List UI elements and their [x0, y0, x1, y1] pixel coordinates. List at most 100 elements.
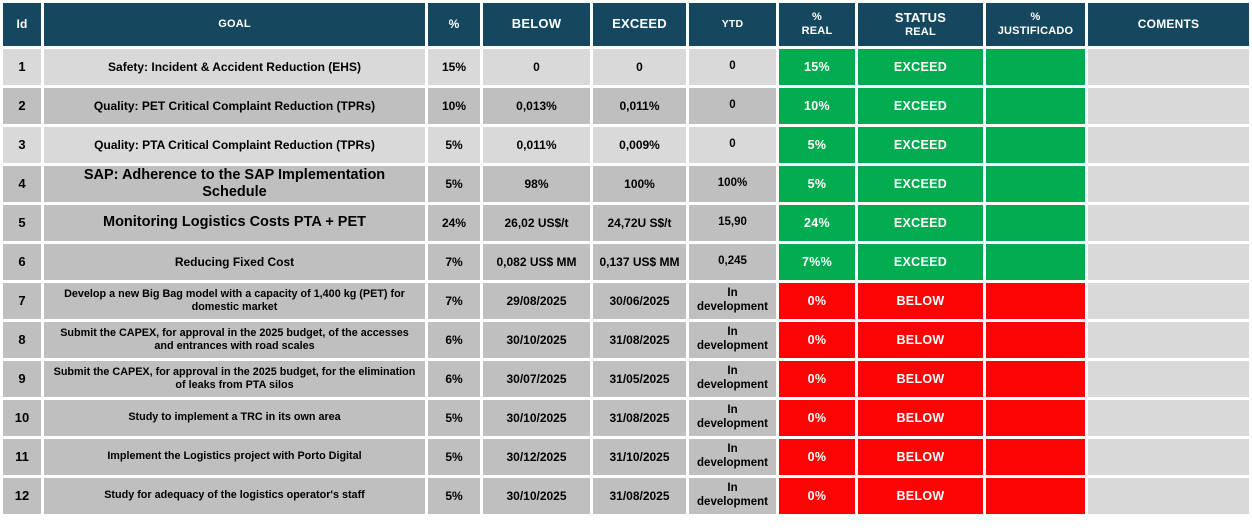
table-row: 3 Quality: PTA Critical Complaint Reducti…: [3, 127, 1249, 163]
header-label: %: [1030, 10, 1041, 23]
cell-id: 3: [3, 127, 41, 163]
cell-ytd: In development: [689, 322, 776, 358]
cell-comments: [1088, 244, 1249, 280]
header-pct_real: % REAL: [779, 3, 855, 46]
cell-exceed: 31/08/2025: [593, 400, 686, 436]
cell-comments: [1088, 439, 1249, 475]
header-label: BELOW: [511, 16, 562, 32]
cell-below: 0,013%: [483, 88, 590, 124]
cell-id: 5: [3, 205, 41, 241]
header-pct: %: [428, 3, 480, 46]
cell-ytd: 0: [689, 49, 776, 85]
cell-comments: [1088, 127, 1249, 163]
cell-pct_justificado: [986, 283, 1085, 319]
cell-pct_justificado: [986, 361, 1085, 397]
cell-status_real: EXCEED: [858, 88, 983, 124]
cell-pct_real: 7%%: [779, 244, 855, 280]
cell-below: 30/07/2025: [483, 361, 590, 397]
cell-id: 6: [3, 244, 41, 280]
cell-below: 0,011%: [483, 127, 590, 163]
cell-pct: 7%: [428, 283, 480, 319]
cell-goal: SAP: Adherence to the SAP Implementation…: [44, 166, 425, 202]
header-row: Id GOAL% BELOW EXCEED YTD% REAL STATUS REAL% JUS…: [3, 3, 1249, 46]
table-row: 6 Reducing Fixed Cost 7% 0,082 US$ MM 0,137 …: [3, 244, 1249, 280]
cell-exceed: 31/05/2025: [593, 361, 686, 397]
cell-id: 9: [3, 361, 41, 397]
cell-pct: 5%: [428, 127, 480, 163]
table-row: 2 Quality: PET Critical Complaint Reducti…: [3, 88, 1249, 124]
cell-pct: 5%: [428, 166, 480, 202]
table-header: Id GOAL% BELOW EXCEED YTD% REAL STATUS REAL% JUS…: [3, 3, 1249, 46]
cell-status_real: EXCEED: [858, 49, 983, 85]
cell-pct_justificado: [986, 439, 1085, 475]
cell-pct_real: 5%: [779, 166, 855, 202]
table-row: 10 Study to implement a TRC in its own ar…: [3, 400, 1249, 436]
cell-id: 4: [3, 166, 41, 202]
table-row: 4 SAP: Adherence to the SAP Implementatio…: [3, 166, 1249, 202]
cell-goal: Reducing Fixed Cost: [44, 244, 425, 280]
cell-id: 1: [3, 49, 41, 85]
header-label: COMENTS: [1137, 17, 1200, 31]
cell-pct_real: 0%: [779, 283, 855, 319]
header-goal: GOAL: [44, 3, 425, 46]
cell-pct_real: 24%: [779, 205, 855, 241]
cell-exceed: 100%: [593, 166, 686, 202]
cell-goal: Submit the CAPEX, for approval in the 20…: [44, 361, 425, 397]
cell-ytd: 100%: [689, 166, 776, 202]
cell-exceed: 30/06/2025: [593, 283, 686, 319]
cell-id: 10: [3, 400, 41, 436]
cell-pct_justificado: [986, 400, 1085, 436]
cell-status_real: BELOW: [858, 478, 983, 514]
header-label: STATUS: [894, 9, 947, 25]
cell-comments: [1088, 283, 1249, 319]
cell-ytd: 0,245: [689, 244, 776, 280]
cell-goal: Study for adequacy of the logistics oper…: [44, 478, 425, 514]
cell-ytd: 0: [689, 127, 776, 163]
cell-pct_real: 0%: [779, 322, 855, 358]
cell-comments: [1088, 322, 1249, 358]
cell-pct_real: 0%: [779, 439, 855, 475]
header-pct_justificado: % JUSTIFICADO: [986, 3, 1085, 46]
cell-pct_justificado: [986, 127, 1085, 163]
cell-comments: [1088, 88, 1249, 124]
cell-ytd: In development: [689, 361, 776, 397]
cell-pct_justificado: [986, 166, 1085, 202]
cell-goal: Quality: PTA Critical Complaint Reductio…: [44, 127, 425, 163]
cell-status_real: BELOW: [858, 439, 983, 475]
cell-exceed: 0,011%: [593, 88, 686, 124]
header-exceed: EXCEED: [593, 3, 686, 46]
cell-pct_justificado: [986, 322, 1085, 358]
table-row: 11 Implement the Logistics project with P…: [3, 439, 1249, 475]
cell-goal: Quality: PET Critical Complaint Reductio…: [44, 88, 425, 124]
table-row: 5 Monitoring Logistics Costs PTA + PET 24%…: [3, 205, 1249, 241]
kpi-table: Id GOAL% BELOW EXCEED YTD% REAL STATUS REAL% JUS…: [3, 3, 1249, 514]
cell-id: 8: [3, 322, 41, 358]
cell-id: 7: [3, 283, 41, 319]
cell-pct_justificado: [986, 49, 1085, 85]
cell-below: 26,02 US$/t: [483, 205, 590, 241]
cell-status_real: BELOW: [858, 322, 983, 358]
cell-comments: [1088, 361, 1249, 397]
cell-goal: Submit the CAPEX, for approval in the 20…: [44, 322, 425, 358]
cell-pct: 6%: [428, 322, 480, 358]
header-ytd: YTD: [689, 3, 776, 46]
cell-id: 11: [3, 439, 41, 475]
cell-goal: Safety: Incident & Accident Reduction (E…: [44, 49, 425, 85]
table-body: 1 Safety: Incident & Accident Reduction (…: [3, 49, 1249, 514]
cell-pct: 5%: [428, 400, 480, 436]
cell-goal: Implement the Logistics project with Por…: [44, 439, 425, 475]
cell-pct: 10%: [428, 88, 480, 124]
cell-goal: Study to implement a TRC in its own area: [44, 400, 425, 436]
cell-status_real: EXCEED: [858, 166, 983, 202]
header-label: EXCEED: [612, 16, 667, 32]
cell-exceed: 0,009%: [593, 127, 686, 163]
header-status_real: STATUS REAL: [858, 3, 983, 46]
cell-pct: 7%: [428, 244, 480, 280]
cell-status_real: EXCEED: [858, 244, 983, 280]
table-row: 7 Develop a new Big Bag model with a capa…: [3, 283, 1249, 319]
cell-pct_justificado: [986, 88, 1085, 124]
cell-ytd: In development: [689, 283, 776, 319]
header-sublabel: REAL: [905, 25, 936, 38]
header-label: %: [448, 17, 460, 31]
